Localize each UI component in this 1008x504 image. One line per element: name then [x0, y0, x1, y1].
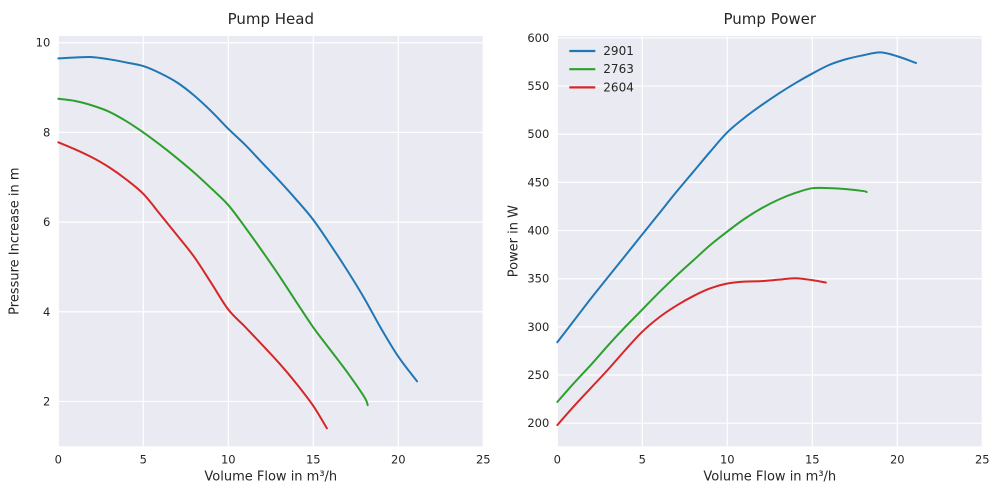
x-axis-label: Volume Flow in m³/h	[204, 469, 337, 484]
gridlines	[556, 36, 983, 447]
y-tick-label: 550	[527, 79, 549, 93]
chart-title: Pump Head	[228, 10, 314, 28]
y-tick-label: 200	[527, 416, 549, 430]
x-tick-label: 25	[975, 452, 990, 466]
x-tick-label: 0	[55, 452, 62, 466]
y-tick-label: 300	[527, 320, 549, 334]
series-lines	[556, 51, 917, 427]
x-tick-label: 5	[639, 452, 646, 466]
gridlines	[57, 36, 484, 447]
x-tick-label: 20	[890, 452, 905, 466]
y-tick-label: 4	[43, 305, 50, 319]
legend-label-2763: 2763	[603, 62, 634, 76]
x-tick-label: 20	[391, 452, 406, 466]
plot-area	[557, 36, 983, 447]
y-tick-label: 2	[43, 394, 50, 408]
y-tick-label: 250	[527, 368, 549, 382]
y-tick-label: 6	[43, 215, 50, 229]
plot-area	[58, 36, 484, 447]
x-tick-label: 5	[140, 452, 147, 466]
y-tick-label: 600	[527, 31, 549, 45]
y-axis-label: Power in W	[506, 205, 521, 277]
x-tick-label: 10	[221, 452, 236, 466]
y-tick-label: 10	[36, 36, 51, 50]
y-tick-label: 350	[527, 272, 549, 286]
legend-label-2604: 2604	[603, 80, 634, 94]
y-axis-label: Pressure Increase in m	[7, 167, 22, 314]
x-tick-label: 25	[476, 452, 491, 466]
y-tick-label: 8	[43, 125, 50, 139]
y-tick-label: 500	[527, 127, 549, 141]
series-2763-line	[556, 186, 868, 403]
legend-label-2901: 2901	[603, 44, 634, 58]
legend: 2901 2763 2604	[569, 44, 634, 94]
pump-power-subplot: 0 5 10 15 20 25 200 250 300 350 400 450 500 550 600 Pum…	[506, 10, 989, 484]
series-2901-line	[556, 51, 917, 344]
series-2901-line	[57, 55, 418, 383]
x-tick-label: 15	[805, 452, 820, 466]
x-tick-label: 0	[554, 452, 561, 466]
x-tick-label: 10	[720, 452, 735, 466]
x-tick-label: 15	[306, 452, 321, 466]
y-tick-label: 400	[527, 224, 549, 238]
series-lines	[57, 55, 418, 430]
y-tick-label: 450	[527, 175, 549, 189]
pump-head-subplot: 0 5 10 15 20 25 2 4 6 8 10 Pump Head Volume Flow in …	[7, 10, 490, 484]
series-2763-line	[57, 97, 369, 407]
series-2604-line	[556, 277, 827, 427]
series-2604-line	[57, 141, 328, 430]
x-axis-label: Volume Flow in m³/h	[703, 469, 836, 484]
chart-title: Pump Power	[724, 10, 817, 28]
